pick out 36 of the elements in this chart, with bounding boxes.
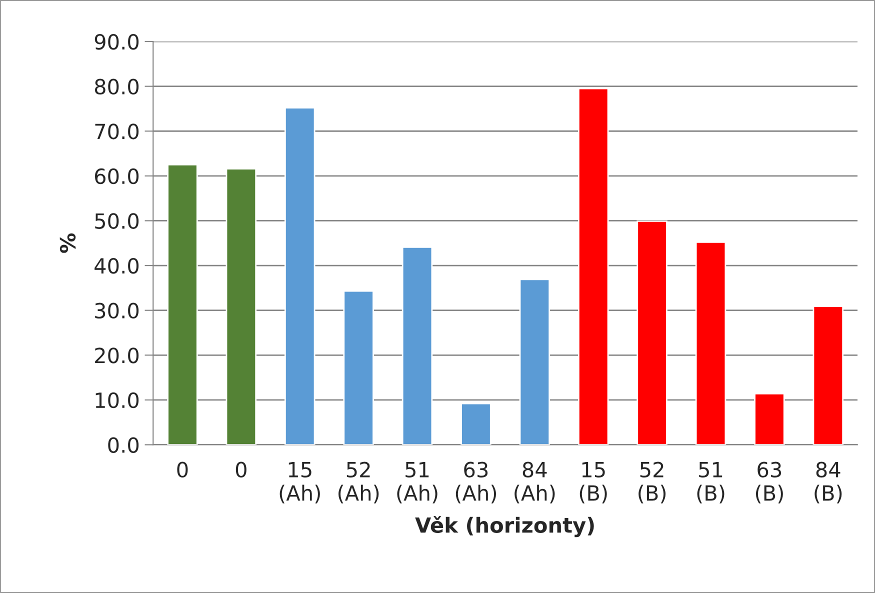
x-tick-label: 84 (Ah) bbox=[514, 462, 555, 504]
bar bbox=[402, 246, 433, 445]
bar bbox=[695, 242, 726, 445]
x-tick-label: 52 (B) bbox=[638, 462, 666, 504]
y-tick-label: 10.0 bbox=[96, 392, 139, 408]
x-tick-label: 51 (Ah) bbox=[397, 462, 438, 504]
y-tick-label: 90.0 bbox=[94, 34, 139, 50]
y-tick-label: 20.0 bbox=[95, 348, 139, 364]
x-tick-label: 0 bbox=[177, 462, 188, 478]
bar bbox=[519, 278, 550, 445]
bar bbox=[343, 290, 374, 445]
x-tick-label: 63 (Ah) bbox=[456, 462, 496, 504]
x-tick-label: 63 (B) bbox=[756, 462, 783, 504]
y-tick-label: 60.0 bbox=[95, 168, 139, 184]
bar bbox=[812, 306, 844, 445]
y-tick-label: 80.0 bbox=[94, 78, 139, 95]
x-tick-label: 15 (Ah) bbox=[280, 462, 320, 504]
y-tick-label: 50.0 bbox=[95, 213, 139, 229]
bar bbox=[754, 392, 785, 445]
x-tick-label: 0 bbox=[236, 462, 246, 478]
y-axis-title: % bbox=[60, 233, 76, 253]
bar bbox=[284, 107, 316, 445]
y-tick-label: 70.0 bbox=[95, 124, 139, 140]
x-tick-label: 15 (B) bbox=[580, 462, 607, 504]
y-tick-label: 0.0 bbox=[108, 437, 139, 453]
bar bbox=[167, 164, 198, 445]
x-tick-label: 51 (B) bbox=[697, 462, 724, 504]
y-tick-label: 40.0 bbox=[94, 258, 139, 274]
x-axis-title: Věk (horizonty) bbox=[415, 516, 594, 538]
x-tick-label: 52 (Ah) bbox=[338, 462, 379, 504]
y-tick-label: 30.0 bbox=[95, 302, 139, 319]
bar bbox=[460, 402, 492, 445]
bar bbox=[226, 168, 257, 445]
x-tick-label: 84 (B) bbox=[814, 462, 842, 504]
bar bbox=[578, 88, 609, 445]
bar bbox=[636, 220, 668, 445]
